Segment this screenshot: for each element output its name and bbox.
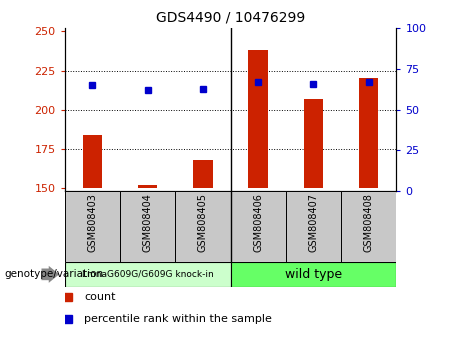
Text: GSM808408: GSM808408 [364,193,374,252]
Bar [341,191,396,262]
Text: count: count [84,292,116,302]
Bar [120,191,175,262]
Text: GSM808407: GSM808407 [308,193,319,252]
Bar [65,191,120,262]
Bar [286,191,341,262]
Bar [175,191,230,262]
Text: GSM808403: GSM808403 [87,193,97,252]
Title: GDS4490 / 10476299: GDS4490 / 10476299 [156,10,305,24]
Bar [193,160,213,188]
Bar [304,99,323,188]
Text: percentile rank within the sample: percentile rank within the sample [84,314,272,324]
Bar [230,262,396,287]
Bar [83,135,102,188]
Text: LmnaG609G/G609G knock-in: LmnaG609G/G609G knock-in [82,270,213,279]
Bar [138,185,157,188]
Text: wild type: wild type [285,268,342,281]
Text: GSM808404: GSM808404 [142,193,153,252]
Bar [359,79,378,188]
Text: GSM808406: GSM808406 [253,193,263,252]
Text: genotype/variation: genotype/variation [5,269,104,279]
Bar [248,50,268,188]
Bar [65,262,230,287]
Text: GSM808405: GSM808405 [198,193,208,252]
FancyArrow shape [41,266,59,283]
Bar [230,191,286,262]
